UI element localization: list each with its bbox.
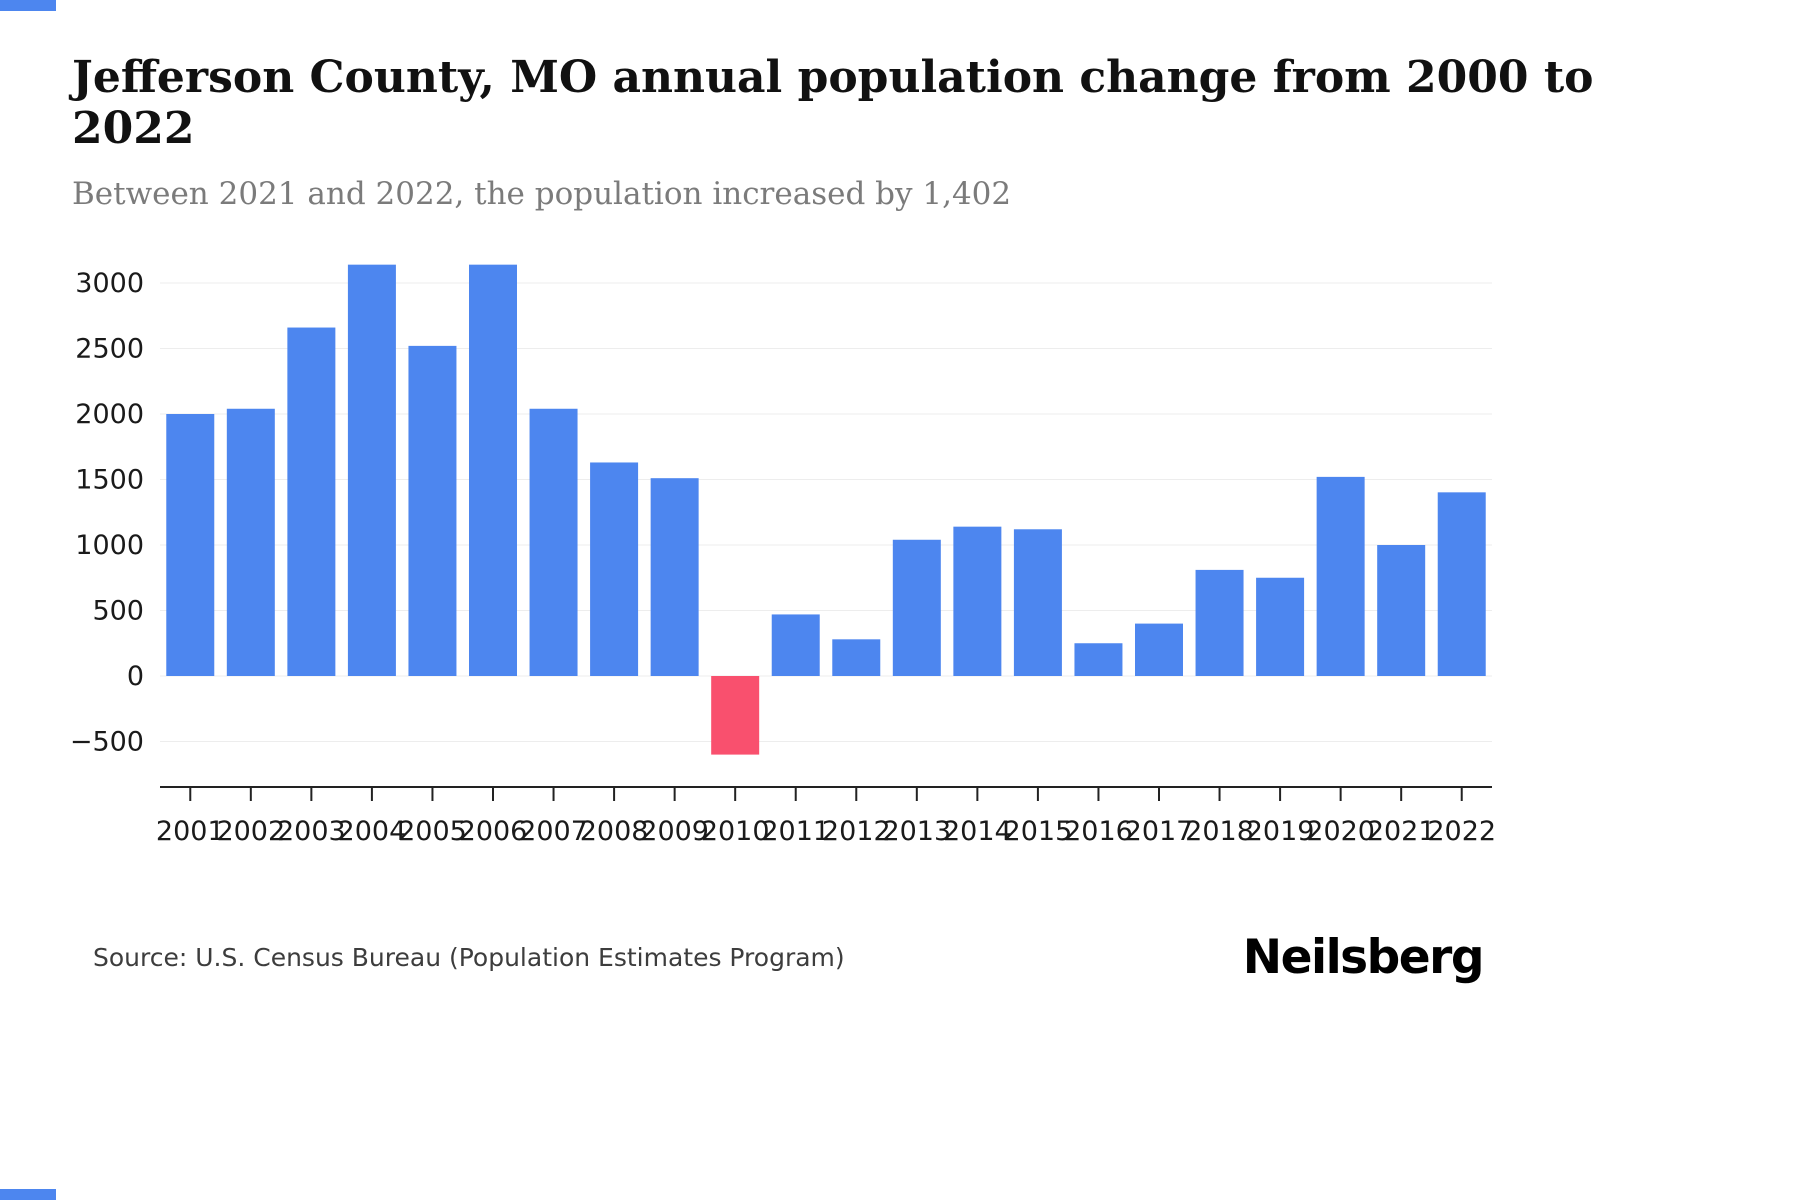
y-axis-tick-label: 500 [92,596,144,627]
x-axis-tick-label: 2012 [822,816,891,847]
bar-2003 [287,327,336,676]
y-axis-tick-label: −500 [70,727,144,758]
bar-2006 [469,264,517,676]
chart-header: Jefferson County, MO annual population c… [72,52,1722,212]
bar-2013 [892,539,941,676]
x-axis-tick-label: 2010 [701,816,770,847]
x-axis-tick-label: 2015 [1004,816,1073,847]
bar-2021 [1377,545,1426,676]
bar-2016 [1074,643,1123,676]
x-axis-tick-label: 2016 [1064,816,1133,847]
x-axis-tick-label: 2008 [580,816,649,847]
bar-2008 [590,462,639,676]
bar-2009 [650,478,699,676]
brand-logo: Neilsberg [1242,930,1485,985]
y-axis-tick-label: 2500 [75,334,144,365]
x-axis-tick-label: 2014 [943,816,1012,847]
x-axis-tick-label: 2002 [216,816,285,847]
x-axis-tick-label: 2021 [1367,816,1436,847]
brand-corner-bottom [0,1189,56,1200]
bar-2020 [1316,476,1365,676]
bar-2022 [1437,492,1486,676]
y-axis-tick-label: 0 [127,661,144,692]
bar-2011 [771,614,820,676]
x-axis-tick-label: 2007 [519,816,588,847]
bar-2012 [832,639,881,676]
x-axis-tick-label: 2017 [1125,816,1194,847]
x-axis-tick-label: 2018 [1185,816,1254,847]
bar-2015 [1013,529,1062,676]
x-axis-tick-label: 2013 [882,816,951,847]
bar-2002 [226,408,275,676]
x-axis-tick-label: 2009 [640,816,709,847]
brand-corner-top [0,0,56,11]
bar-2017 [1135,623,1183,676]
source-text: Source: U.S. Census Bureau (Population E… [93,943,845,972]
x-axis-tick-label: 2003 [277,816,346,847]
bar-2018 [1195,569,1244,676]
x-axis-tick-label: 2019 [1246,816,1315,847]
y-axis-tick-label: 1500 [75,465,144,496]
x-axis-tick-label: 2011 [761,816,830,847]
x-axis-tick-label: 2005 [398,816,467,847]
x-axis-tick-label: 2020 [1306,816,1375,847]
x-axis-tick-label: 2022 [1427,816,1496,847]
x-axis-tick-label: 2006 [459,816,528,847]
bar-2014 [953,526,1002,676]
bar-2004 [347,264,396,676]
x-axis-tick-label: 2004 [338,816,407,847]
y-axis-tick-label: 1000 [75,530,144,561]
bar-2001 [166,414,215,676]
bar-2007 [529,408,578,676]
page-title: Jefferson County, MO annual population c… [72,52,1594,154]
bar-2019 [1256,577,1305,676]
y-axis-tick-label: 2000 [75,399,144,430]
bar-2005 [408,345,457,676]
x-axis-tick-label: 2001 [156,816,225,847]
chart-footer: Source: U.S. Census Bureau (Population E… [93,930,1485,985]
page-subtitle: Between 2021 and 2022, the population in… [72,176,1012,212]
y-axis-tick-label: 3000 [75,268,144,299]
bar-2010 [711,676,760,755]
